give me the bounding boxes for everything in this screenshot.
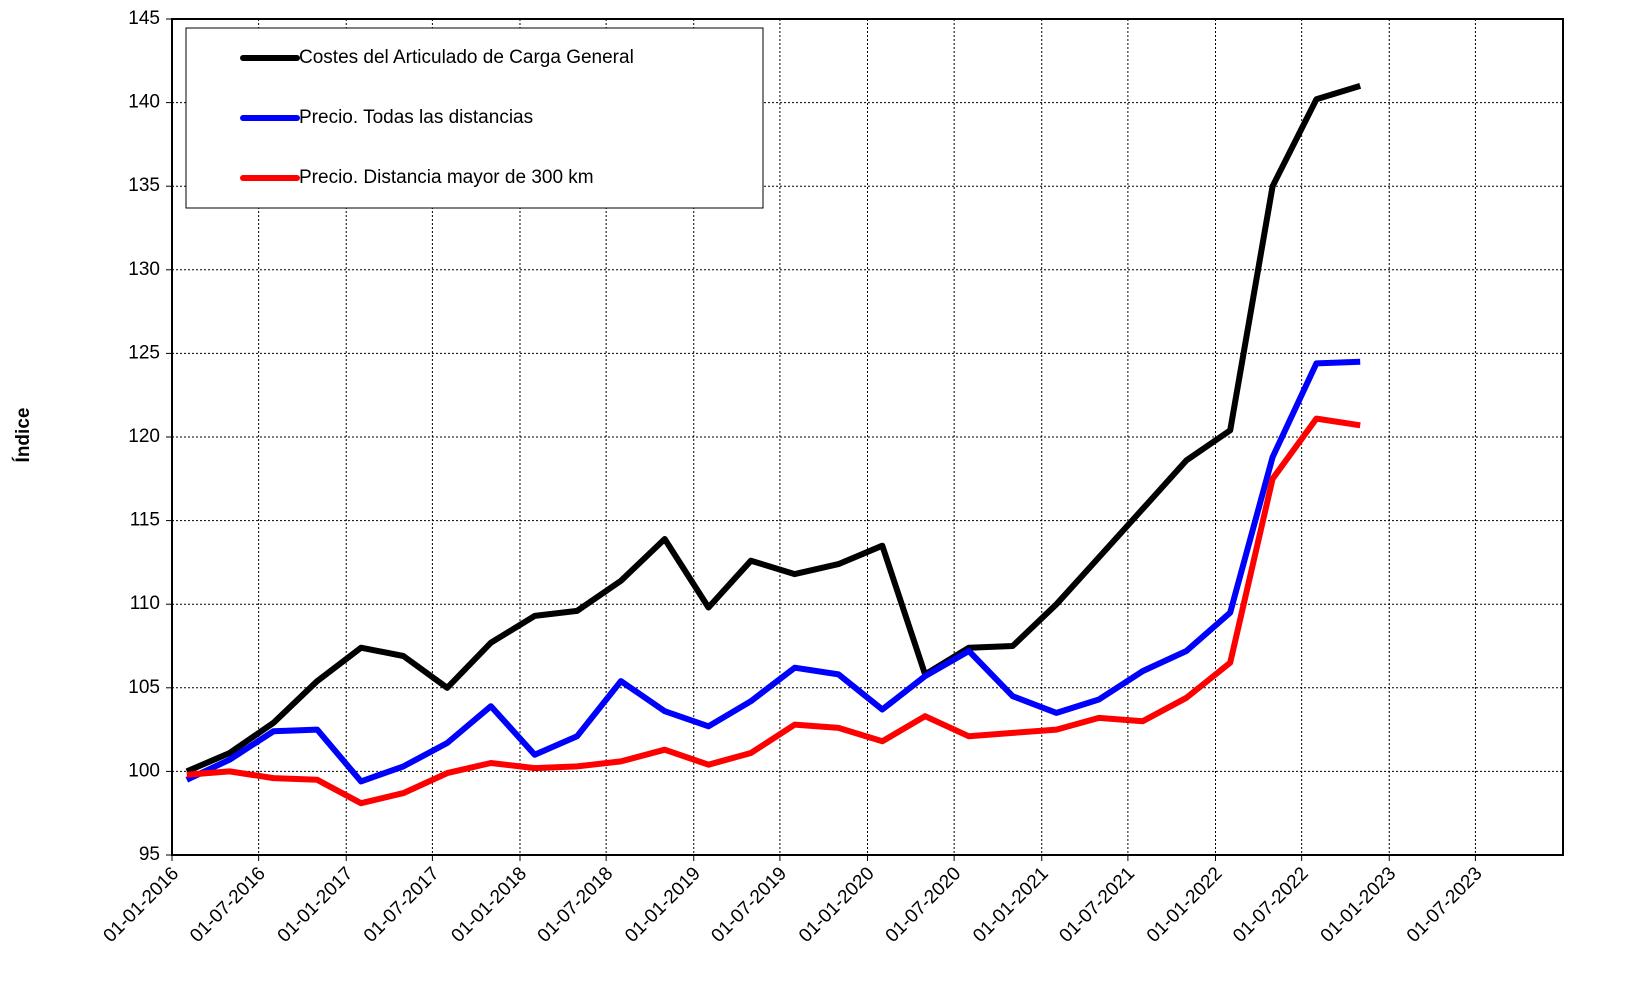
y-tick-label: 130 — [128, 259, 160, 280]
x-tick-label: 01-07-2023 — [1403, 863, 1487, 947]
data-line — [186, 415, 1361, 807]
x-tick-label: 01-01-2021 — [969, 863, 1053, 947]
y-tick-label: 135 — [128, 175, 160, 196]
y-tick-label: 115 — [130, 510, 160, 531]
x-tick-label: 01-01-2016 — [99, 863, 183, 947]
y-tick-label: 145 — [128, 8, 160, 29]
legend-label: Precio. Todas las distancias — [299, 107, 533, 128]
data-line — [185, 358, 1361, 785]
x-tick-label: 01-01-2018 — [447, 863, 531, 947]
x-tick-label: 01-01-2023 — [1317, 863, 1401, 947]
y-tick-label: 120 — [128, 426, 160, 447]
y-tick-label: 110 — [130, 593, 160, 614]
x-tick-label: 01-01-2017 — [274, 863, 358, 947]
plot-frame — [171, 18, 1564, 856]
y-tick-label: 140 — [128, 92, 160, 113]
y-tick-label: 125 — [128, 342, 160, 363]
legend-label: Costes del Articulado de Carga General — [299, 47, 634, 68]
y-tick-label: 100 — [128, 760, 160, 781]
x-tick-label: 01-01-2019 — [621, 863, 705, 947]
x-tick-label: 01-01-2020 — [795, 863, 879, 947]
x-tick-label: 01-07-2019 — [707, 863, 791, 947]
x-tick-label: 01-07-2016 — [186, 863, 270, 947]
data-line — [185, 83, 1362, 775]
y-axis-label: Índice — [12, 408, 34, 463]
x-tick-label: 01-07-2020 — [882, 863, 966, 947]
y-tick-label: 105 — [128, 677, 160, 698]
x-tick-label: 01-01-2022 — [1143, 863, 1227, 947]
x-tick-label: 01-07-2018 — [534, 863, 618, 947]
x-tick-label: 01-07-2021 — [1055, 863, 1139, 947]
legend-label: Precio. Distancia mayor de 300 km — [299, 167, 594, 188]
y-tick-label: 95 — [139, 844, 160, 865]
x-tick-label: 01-07-2017 — [360, 863, 444, 947]
x-tick-label: 01-07-2022 — [1229, 863, 1313, 947]
